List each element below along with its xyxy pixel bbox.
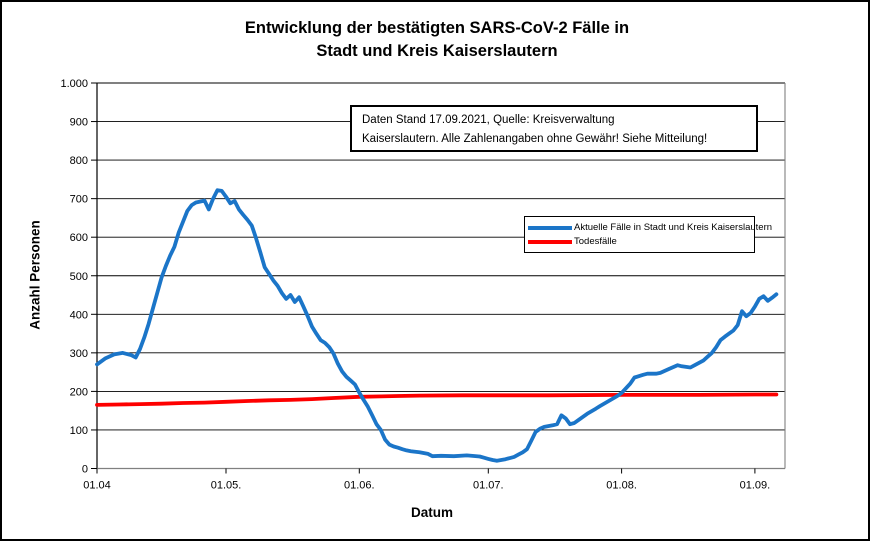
y-tick-label: 500: [70, 271, 88, 283]
y-tick-label: 100: [70, 425, 88, 437]
y-tick-label: 400: [70, 309, 88, 321]
legend-line-sample-red: [528, 239, 572, 244]
y-tick-label: 700: [70, 194, 88, 206]
y-tick-label: 0: [82, 464, 88, 476]
legend-line-sample-blue: [528, 225, 572, 230]
legend-label-active-cases: Aktuelle Fälle in Stadt und Kreis Kaiser…: [574, 222, 773, 233]
data-source-note-line2: Kaiserslautern. Alle Zahlenangaben ohne …: [362, 132, 708, 145]
x-tick-label: 01.09.: [740, 480, 771, 492]
y-tick-label: 200: [70, 386, 88, 398]
legend-label-deaths: Todesfälle: [574, 236, 617, 247]
chart-title-line2: Stadt und Kreis Kaiserslautern: [316, 42, 558, 60]
y-tick-label: 900: [70, 117, 88, 129]
data-source-note: Daten Stand 17.09.2021, Quelle: Kreisver…: [350, 105, 758, 152]
y-tick-label: 600: [70, 232, 88, 244]
legend: Aktuelle Fälle in Stadt und Kreis Kaiser…: [524, 216, 772, 253]
chart-title: Entwicklung der bestätigten SARS-CoV-2 F…: [2, 17, 870, 63]
x-tick-label: 01.06.: [344, 480, 375, 492]
y-tick-label: 300: [70, 348, 88, 360]
y-axis-title: Anzahl Personen: [27, 220, 43, 330]
series-line-active-cases: [95, 188, 779, 463]
legend-item-active-cases: Aktuelle Fälle in Stadt und Kreis Kaiser…: [528, 222, 772, 233]
legend-item-deaths: Todesfälle: [528, 236, 751, 247]
x-tick-label: 01.07.: [473, 480, 504, 492]
x-tick-label: 01.08.: [606, 480, 637, 492]
x-tick-label: 01.04: [83, 480, 111, 492]
y-tick-label: 800: [70, 155, 88, 167]
chart-title-line1: Entwicklung der bestätigten SARS-CoV-2 F…: [244, 19, 630, 37]
data-source-note-line1: Daten Stand 17.09.2021, Quelle: Kreisver…: [362, 114, 615, 126]
series-line-deaths: [95, 392, 779, 407]
x-axis-title: Datum: [410, 505, 454, 520]
y-tick-label: 1.000: [60, 78, 88, 90]
x-tick-label: 01.05.: [211, 480, 242, 492]
